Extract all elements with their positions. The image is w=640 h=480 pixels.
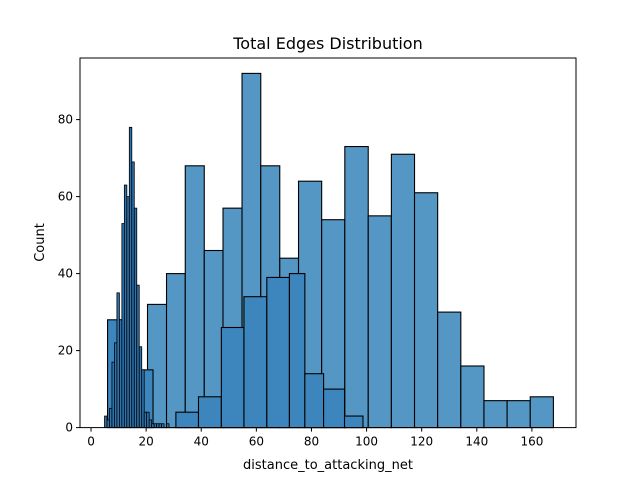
histogram-bar-wide-bin-15 xyxy=(460,365,485,429)
y-tick-label: 60 xyxy=(58,190,73,204)
histogram-bar-medium-bin-11 xyxy=(343,415,364,429)
y-tick-label: 40 xyxy=(58,267,73,281)
x-tick-label: 120 xyxy=(410,435,433,449)
histogram-bar-medium-bin-6 xyxy=(243,296,268,429)
histogram-bar-medium-bin-9 xyxy=(304,373,325,429)
plot-frame xyxy=(79,57,577,429)
histogram-bar-narrow-bin-23 xyxy=(161,423,165,428)
x-tick-label: 40 xyxy=(194,435,209,449)
x-tick-label: 160 xyxy=(520,435,543,449)
chart-title: Total Edges Distribution xyxy=(232,34,422,53)
histogram-bar-medium-bin-7 xyxy=(266,276,290,429)
histogram-bar-medium-bin-8 xyxy=(288,273,306,429)
y-axis-ticks: 0 20 40 60 80 xyxy=(58,113,80,435)
histogram-bar-wide-bin-17 xyxy=(506,400,531,429)
histogram-bar-medium-bin-10 xyxy=(323,388,346,429)
x-tick-label: 60 xyxy=(249,435,264,449)
histogram-bar-medium-bin-5 xyxy=(220,326,245,429)
x-tick-label: 0 xyxy=(87,435,95,449)
histogram-bar-medium-bin-4 xyxy=(197,396,222,429)
histogram-bar-wide-bin-13 xyxy=(413,192,439,429)
histogram-bar-narrow-bin-25 xyxy=(166,423,170,428)
y-tick-label: 0 xyxy=(65,421,73,435)
histogram-bar-wide-bin-11 xyxy=(367,215,392,429)
x-axis-ticks: 0 20 40 60 80 100 120 140 160 xyxy=(87,427,543,449)
y-tick-label: 80 xyxy=(58,113,73,127)
histogram-bar-medium-bin-3 xyxy=(175,411,200,429)
histogram-bar-wide-bin-16 xyxy=(483,400,508,429)
y-axis-label: Count xyxy=(33,223,48,262)
x-tick-label: 100 xyxy=(355,435,378,449)
histogram-bar-wide-bin-1 xyxy=(165,273,186,429)
bars-layer xyxy=(104,72,554,429)
x-tick-label: 20 xyxy=(138,435,153,449)
histogram-bar-wide-bin-18 xyxy=(529,396,554,429)
histogram-bar-wide-bin-10 xyxy=(344,146,369,429)
histogram-bar-wide-bin-2 xyxy=(184,165,205,429)
y-tick-label: 20 xyxy=(58,344,73,358)
histogram-bar-wide-bin-12 xyxy=(390,153,416,429)
x-tick-label: 80 xyxy=(304,435,319,449)
x-tick-label: 140 xyxy=(465,435,488,449)
histogram-bar-wide-bin-14 xyxy=(437,311,462,429)
x-axis-label: distance_to_attacking_net xyxy=(243,458,413,473)
